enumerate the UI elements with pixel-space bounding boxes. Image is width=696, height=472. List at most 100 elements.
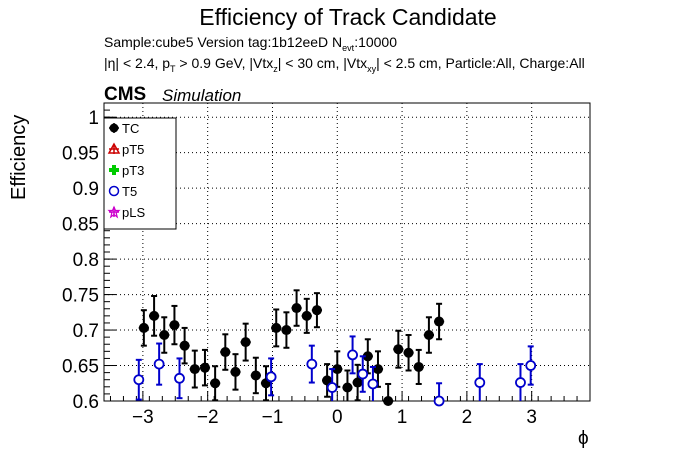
y-tick-label: 0.65 [62,357,99,378]
data-point-tc [240,322,251,362]
marker [332,364,343,375]
data-point-tc [220,333,231,371]
legend-entry-pt5: pT5 [107,142,144,157]
marker [281,325,292,336]
marker [265,371,277,383]
data-point-t5 [306,344,318,384]
data-point-tc [230,353,241,391]
data-point-tc [189,349,200,389]
marker [474,377,486,388]
marker [347,349,358,361]
marker [250,370,261,381]
marker [383,396,394,406]
marker [423,330,434,341]
y-tick-label: 0.95 [62,144,99,165]
data-point-tc [423,316,434,354]
cuts-part: |η| < 2.4, p [104,55,171,71]
y-tick-label: 0.85 [62,215,99,236]
legend-entry-pt3: pT3 [109,163,144,178]
data-point-tc [199,348,211,387]
marker [133,374,145,386]
data-point-tc [271,308,282,348]
x-tick-label: 2 [462,407,473,428]
marker [271,322,282,333]
legend-marker [109,165,119,175]
cuts-part: | < 30 cm, |Vtx [277,55,368,71]
cuts-sub: xy [367,63,377,74]
legend: TC pT5 pT3 T5 pLS [103,117,177,230]
data-point-tc [250,356,261,395]
y-tick-label: 0.9 [73,179,99,200]
data-point-tc [301,297,312,334]
legend-entry-tc: TC [109,121,139,136]
data-point-t5 [515,363,526,401]
tick-labels: −3 −2 −1 0 1 2 3 0.6 0.65 0.7 0.75 0.8 0.85 0.9 0.95 1 [62,108,537,428]
data-point-t5 [433,382,445,407]
data-point-tc [210,365,221,402]
x-tick-label: 3 [526,407,537,428]
cuts-part: | < 2.5 cm, Particle:All, Charge:All [376,55,585,71]
marker [291,303,302,314]
marker [525,360,537,371]
data-point-t5 [265,357,277,397]
marker [220,347,231,358]
marker [153,358,165,370]
marker [326,382,338,393]
subtitle-sample-end: :10000 [354,34,398,50]
data-point-tc [352,363,363,402]
data-point-t5 [153,342,165,386]
cuts-part: > 0.9 GeV, |Vtx [175,55,274,71]
chart-title: Efficiency of Track Candidate [199,4,497,30]
data-point-t5 [474,363,486,401]
data-point-t5 [357,355,369,393]
marker [342,382,353,393]
marker [149,310,160,321]
cuts-sub: z [273,63,278,74]
data-point-tc [393,329,404,369]
marker [199,362,210,373]
legend-label: pT5 [122,142,144,157]
data-point-tc [179,326,190,365]
marker [413,361,424,372]
data-point-tc [281,311,292,349]
marker [174,372,185,384]
x-tick-label: −1 [262,407,284,428]
data-point-tc [169,304,180,346]
x-tick-label: 0 [332,407,343,428]
y-axis-label: Efficiency [8,114,30,200]
marker [169,320,180,331]
grid-lines [104,103,590,402]
legend-entry-t5: T5 [108,184,137,199]
chart-subtitle-cuts: |η| < 2.4, pT > 0.9 GeV, |Vtxz| < 30 cm,… [104,55,585,74]
legend-marker [108,185,120,197]
y-tick-label: 0.6 [73,392,99,413]
marker [230,366,241,377]
legend-label: pT3 [122,163,144,178]
subtitle-sample-text: Sample:cube5 Version tag:1b12eeD N [104,34,343,50]
marker [179,340,190,351]
data-point-tc [311,292,323,329]
legend-entry-pls: pLS [107,205,145,220]
marker [352,377,363,388]
marker [159,330,170,341]
marker [138,322,149,333]
x-tick-label: 1 [397,407,408,428]
x-axis-label: ϕ [578,428,589,449]
x-tick-label: −2 [197,407,219,428]
marker [515,377,526,388]
y-tick-label: 0.7 [73,321,99,342]
legend-marker [107,205,121,219]
marker [311,305,322,316]
data-point-tc [413,348,424,385]
marker [362,351,373,362]
y-tick-label: 0.8 [73,250,99,271]
marker [434,316,445,327]
marker [240,337,251,348]
legend-label: pLS [122,205,145,220]
data-point-t5 [347,335,358,375]
data-point-t5 [525,345,537,386]
data-point-tc [342,369,353,401]
experiment-label: CMS [104,84,147,105]
y-tick-label: 0.75 [62,286,99,307]
chart-subtitle-sample: Sample:cube5 Version tag:1b12eeD Nevt:10… [104,34,397,53]
